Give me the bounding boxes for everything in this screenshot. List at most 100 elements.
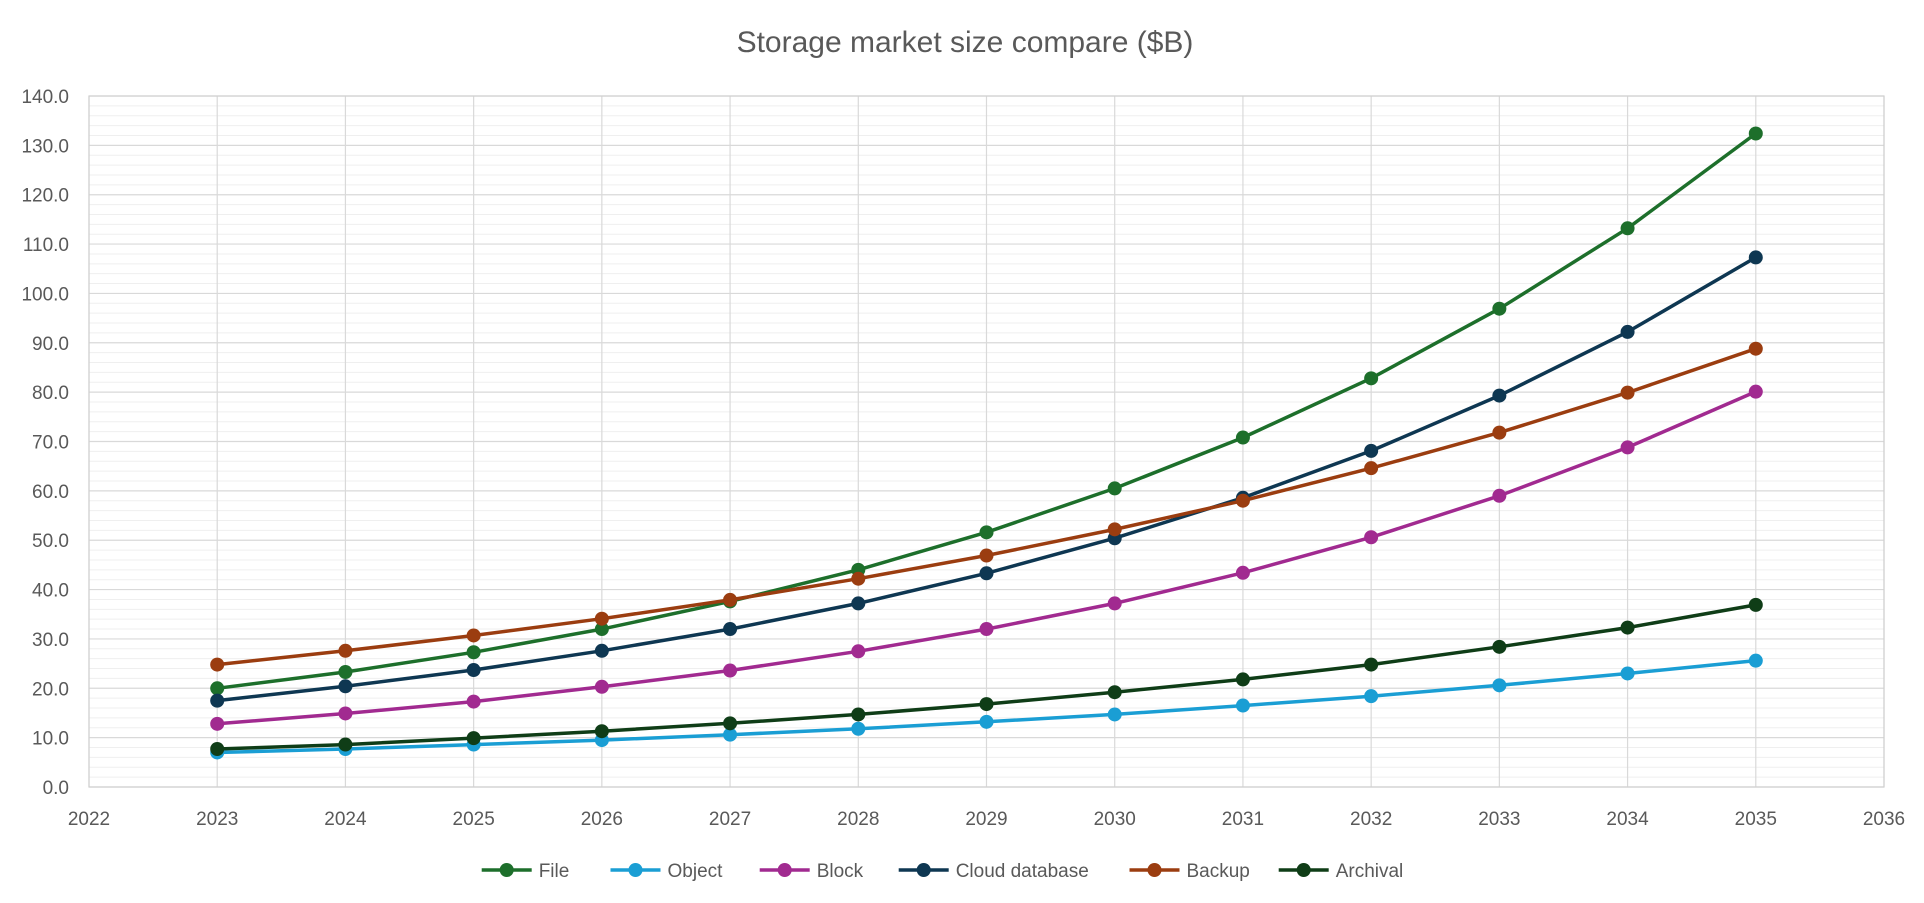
y-tick-label: 50.0 — [32, 531, 69, 552]
data-point — [210, 716, 225, 731]
data-point — [1492, 425, 1507, 440]
series-block — [210, 384, 1763, 731]
legend-marker — [1296, 863, 1311, 877]
y-tick-label: 70.0 — [32, 433, 69, 454]
data-point — [466, 628, 481, 643]
data-point — [851, 596, 866, 611]
x-tick-label: 2032 — [1350, 809, 1392, 830]
data-point — [466, 663, 481, 678]
data-point — [338, 643, 353, 658]
series-cloud-database — [210, 250, 1763, 708]
data-point — [851, 644, 866, 659]
x-tick-label: 2026 — [581, 809, 623, 830]
data-point — [979, 525, 994, 540]
data-point — [338, 664, 353, 679]
data-point — [466, 645, 481, 660]
data-point — [338, 706, 353, 721]
x-tick-label: 2029 — [965, 809, 1007, 830]
data-point — [1748, 126, 1763, 141]
data-point — [210, 681, 225, 696]
data-point — [1364, 371, 1379, 386]
x-tick-label: 2023 — [196, 809, 238, 830]
series — [210, 126, 1763, 760]
data-point — [466, 731, 481, 746]
data-point — [1107, 522, 1122, 537]
data-point — [1748, 597, 1763, 612]
data-point — [1235, 672, 1250, 687]
y-tick-label: 10.0 — [32, 729, 69, 750]
x-tick-label: 2028 — [837, 809, 879, 830]
data-point — [1364, 657, 1379, 672]
legend-label: Object — [668, 861, 724, 882]
series-backup — [210, 341, 1763, 672]
data-point — [1364, 443, 1379, 458]
legend-item-backup: Backup — [1129, 861, 1250, 882]
data-point — [723, 663, 738, 678]
data-point — [210, 657, 225, 672]
x-tick-label: 2034 — [1606, 809, 1649, 830]
chart-title: Storage market size compare ($B) — [737, 26, 1194, 59]
data-point — [594, 643, 609, 658]
data-point — [979, 714, 994, 729]
x-tick-label: 2027 — [709, 809, 751, 830]
legend-item-archival: Archival — [1278, 861, 1404, 882]
y-tick-label: 80.0 — [32, 383, 69, 404]
data-point — [1492, 388, 1507, 403]
legend-marker — [1147, 863, 1162, 877]
legend-marker — [628, 863, 643, 877]
legend-marker — [499, 863, 514, 877]
data-point — [594, 622, 609, 637]
x-tick-label: 2030 — [1094, 809, 1136, 830]
legend-label: Backup — [1187, 861, 1250, 882]
x-tick-label: 2033 — [1478, 809, 1520, 830]
data-point — [594, 611, 609, 626]
y-tick-label: 90.0 — [32, 334, 69, 355]
axes — [88, 95, 1885, 788]
y-tick-label: 30.0 — [32, 630, 69, 651]
y-tick-label: 140.0 — [21, 87, 69, 108]
data-point — [851, 571, 866, 586]
y-tick-label: 100.0 — [21, 284, 69, 305]
data-point — [1620, 440, 1635, 455]
y-tick-label: 110.0 — [23, 235, 69, 256]
data-point — [1492, 301, 1507, 316]
data-point — [1364, 689, 1379, 704]
x-tick-label: 2025 — [453, 809, 495, 830]
data-point — [979, 697, 994, 712]
data-point — [1620, 666, 1635, 681]
data-point — [1620, 385, 1635, 400]
data-point — [1364, 461, 1379, 476]
series-archival — [210, 597, 1763, 756]
legend-item-cloud-database: Cloud database — [898, 861, 1089, 882]
data-point — [723, 592, 738, 607]
data-point — [723, 622, 738, 637]
y-tick-label: 130.0 — [21, 136, 69, 157]
y-tick-label: 120.0 — [21, 186, 69, 207]
data-point — [1620, 620, 1635, 635]
legend-label: Archival — [1336, 861, 1404, 882]
legend-marker — [916, 863, 931, 877]
legend-label: File — [539, 861, 570, 882]
legend: File Object Block Cloud database Backup Archi… — [481, 861, 1404, 882]
data-point — [1107, 685, 1122, 700]
x-tick-label: 2036 — [1863, 809, 1905, 830]
data-point — [1748, 653, 1763, 668]
data-point — [1107, 707, 1122, 722]
data-point — [1364, 530, 1379, 545]
data-point — [1620, 324, 1635, 339]
data-point — [1235, 698, 1250, 713]
y-tick-label: 0.0 — [43, 778, 69, 799]
data-point — [1235, 565, 1250, 580]
data-point — [210, 693, 225, 708]
data-point — [1620, 221, 1635, 236]
data-point — [210, 741, 225, 756]
data-point — [1107, 596, 1122, 611]
x-tick-label: 2031 — [1222, 809, 1264, 830]
data-point — [979, 622, 994, 637]
legend-item-file: File — [481, 861, 570, 882]
data-point — [851, 707, 866, 722]
data-point — [1748, 384, 1763, 399]
data-point — [1492, 639, 1507, 654]
